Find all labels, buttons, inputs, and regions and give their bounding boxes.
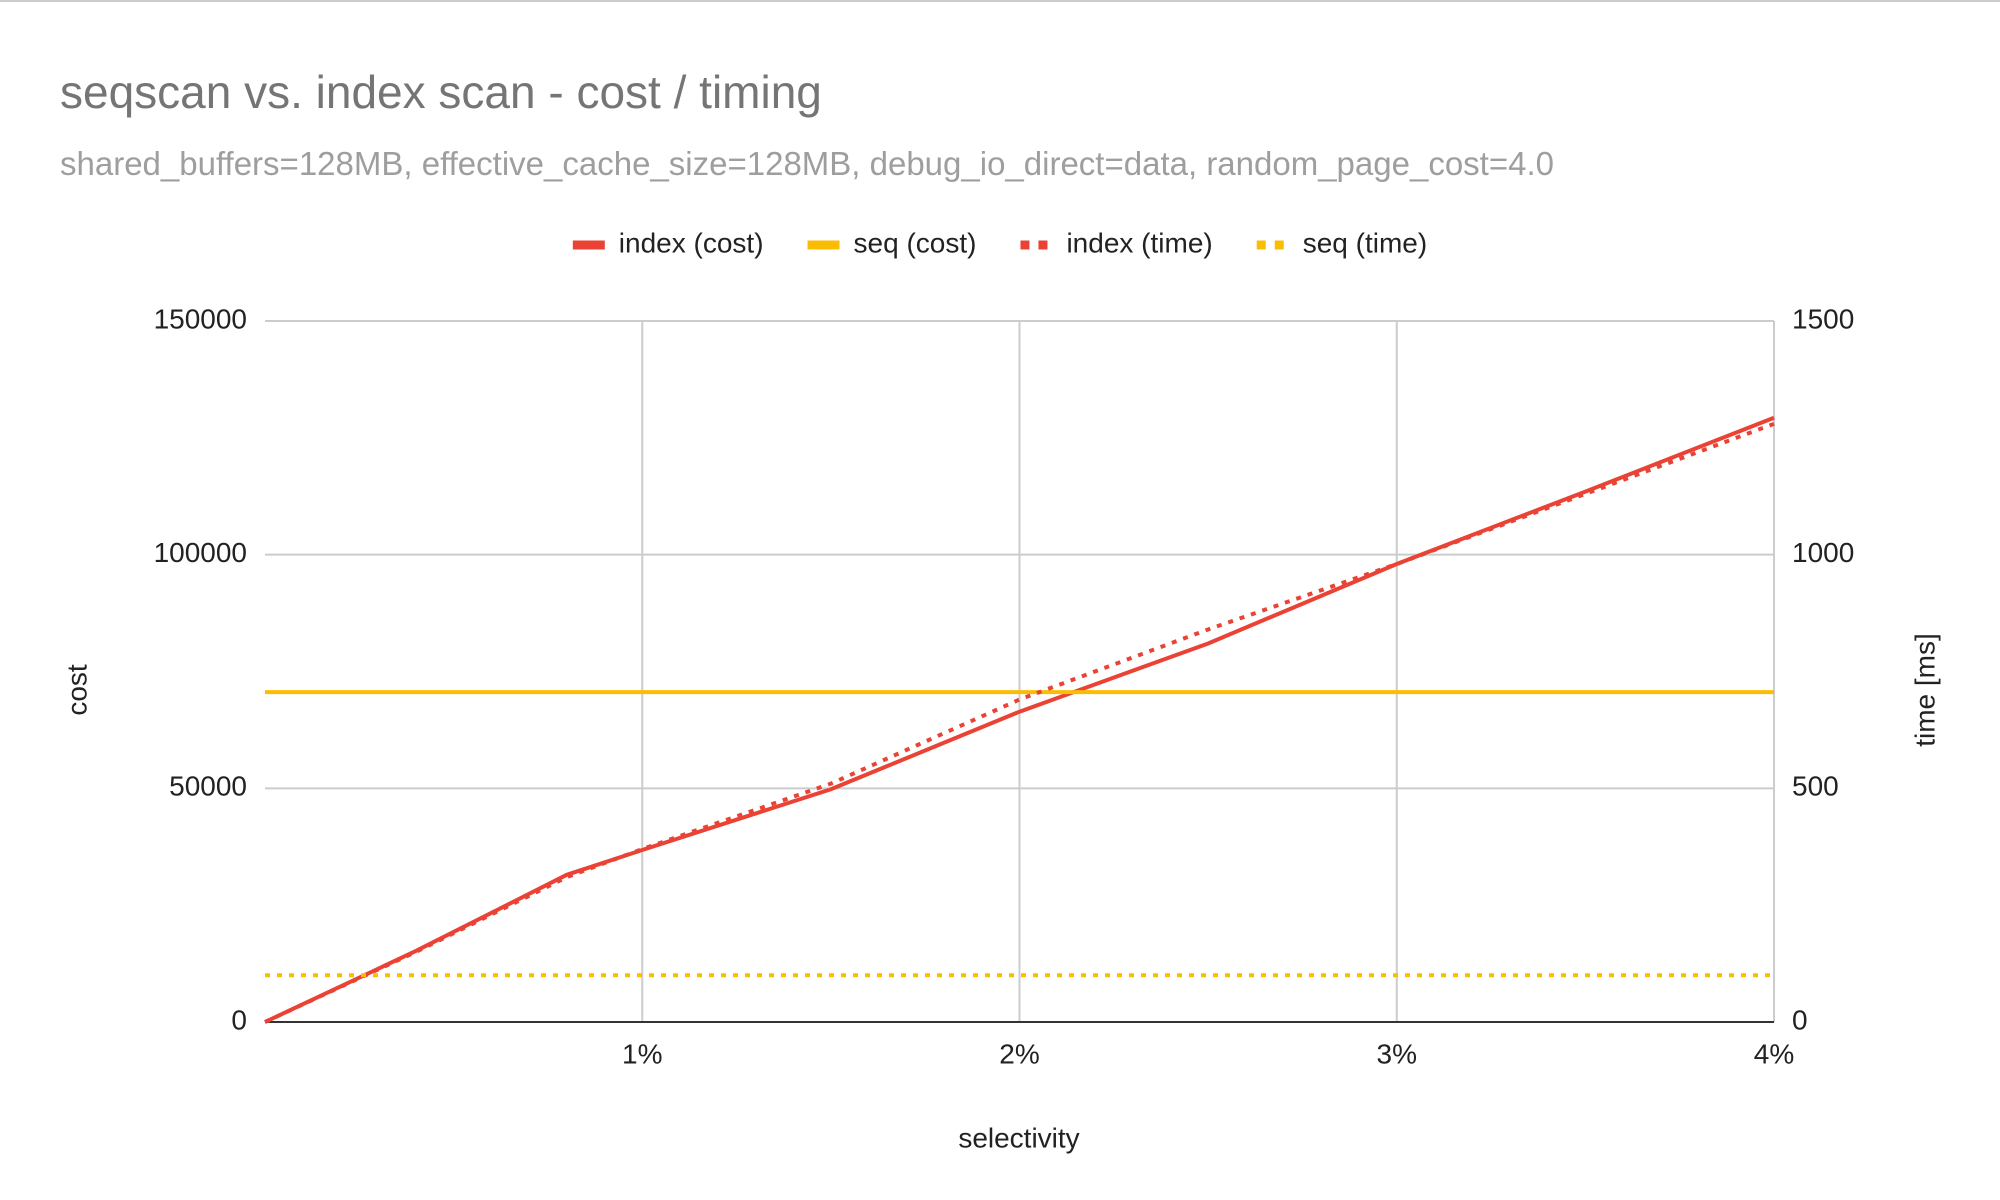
y2-tick-label: 1500 [1792, 303, 1854, 334]
x-tick-label: 4% [1754, 1038, 1794, 1069]
y-tick-label: 100000 [154, 537, 247, 568]
legend-label: index (time) [1066, 227, 1212, 258]
chart-subtitle: shared_buffers=128MB, effective_cache_si… [60, 145, 1554, 182]
y2-tick-label: 500 [1792, 771, 1839, 802]
y2-tick-label: 1000 [1792, 537, 1854, 568]
legend-label: index (cost) [619, 227, 764, 258]
legend-label: seq (time) [1303, 227, 1427, 258]
legend-label: seq (cost) [854, 227, 977, 258]
x-axis-label: selectivity [958, 1122, 1079, 1153]
x-tick-label: 1% [622, 1038, 662, 1069]
x-tick-label: 2% [999, 1038, 1039, 1069]
y-tick-label: 0 [231, 1004, 247, 1035]
x-tick-label: 3% [1377, 1038, 1417, 1069]
y2-tick-label: 0 [1792, 1004, 1808, 1035]
series-line [264, 421, 1775, 1024]
y-tick-label: 50000 [169, 771, 247, 802]
y2-axis-label: time [ms] [1909, 633, 1940, 747]
y-tick-label: 150000 [154, 303, 247, 334]
y-axis-label: cost [61, 664, 92, 716]
chart-title: seqscan vs. index scan - cost / timing [60, 66, 822, 118]
